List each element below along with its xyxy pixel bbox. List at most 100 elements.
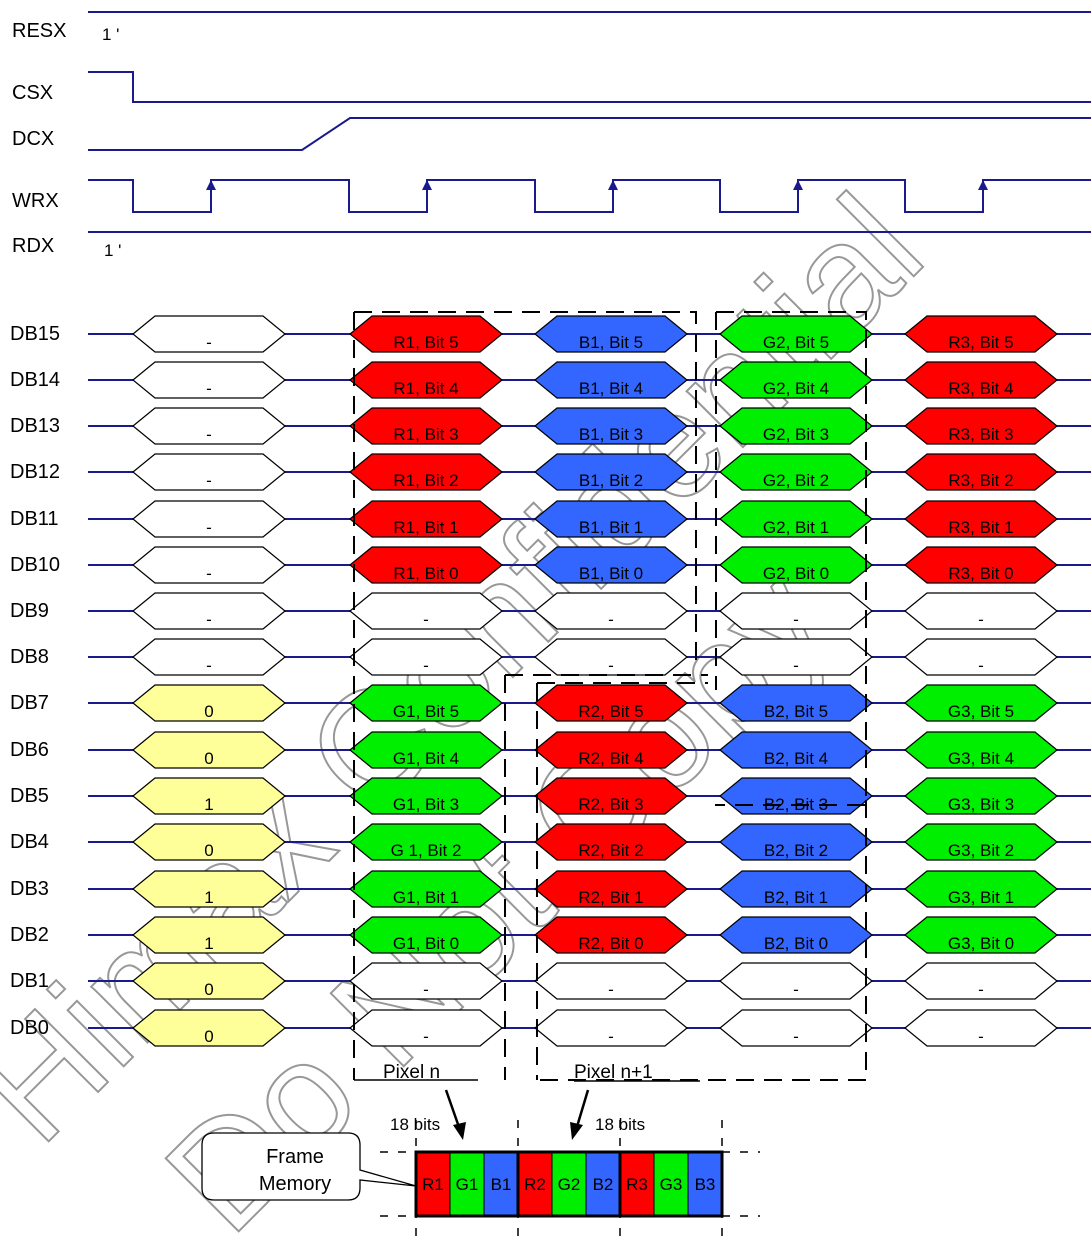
bus-cell-text-db7-1: 0	[204, 702, 213, 721]
bus-cell-db13-2	[349, 407, 503, 445]
control-signals: RESX CSX DCX WRX RDX 1 ' 1 '	[12, 11, 1091, 260]
bus-cell-db1-4	[719, 962, 873, 1000]
bus-label-db13: DB13	[10, 415, 60, 437]
bus-label-db1: DB1	[10, 970, 49, 992]
bus-cell-db13-1	[132, 407, 286, 445]
bus-cell-text-db7-3: R2, Bit 5	[578, 702, 643, 721]
bus-cell-text-db8-5: -	[978, 656, 984, 675]
wrx-rising-edge-arrow-3	[608, 180, 618, 190]
bus-label-db14: DB14	[10, 369, 60, 391]
frame-memory-text-b3: B3	[695, 1175, 716, 1194]
bus-cell-db6-5	[904, 731, 1058, 769]
bus-cell-db11-4	[719, 500, 873, 538]
bus-cell-db1-2	[349, 962, 503, 1000]
bus-cell-text-db12-1: -	[206, 471, 212, 490]
arrow-pixel-n-head	[453, 1122, 466, 1140]
bus-cell-text-db2-2: G1, Bit 0	[393, 934, 459, 953]
bus-cell-text-db13-3: B1, Bit 3	[579, 425, 643, 444]
bus-cell-db1-1	[132, 962, 286, 1000]
bus-cell-text-db14-2: R1, Bit 4	[393, 379, 458, 398]
wrx-rising-edge-arrow-4	[793, 180, 803, 190]
bus-cell-db0-1	[132, 1009, 286, 1047]
bus-label-db4: DB4	[10, 831, 49, 853]
bus-cell-text-db1-1: 0	[204, 980, 213, 999]
bus-cell-db4-4	[719, 823, 873, 861]
bus-cell-db3-1	[132, 870, 286, 908]
arrow-pixel-n1-head	[570, 1122, 583, 1140]
bus-cell-db10-3	[534, 546, 688, 584]
bus-cell-db3-5	[904, 870, 1058, 908]
bus-cell-text-db0-4: -	[793, 1027, 799, 1046]
frame-memory-cell-g2	[551, 1151, 587, 1217]
bus-cell-text-db8-3: -	[608, 656, 614, 675]
bus-cell-db11-3	[534, 500, 688, 538]
bus-label-db7: DB7	[10, 692, 49, 714]
bus-cell-text-db3-1: 1	[204, 888, 213, 907]
bus-cell-text-db4-3: R2, Bit 2	[578, 841, 643, 860]
frame-memory-text-r1: R1	[422, 1175, 444, 1194]
wrx-waveform	[88, 179, 1091, 213]
bus-cell-text-db1-3: -	[608, 980, 614, 999]
bus-cell-db11-1	[132, 500, 286, 538]
bus-cell-text-db10-2: R1, Bit 0	[393, 564, 458, 583]
signal-label-rdx: RDX	[12, 235, 54, 257]
bus-cell-db9-3	[534, 592, 688, 630]
bus-cell-db12-2	[349, 453, 503, 491]
bus-cell-text-db4-1: 0	[204, 841, 213, 860]
bus-cell-db7-2	[349, 684, 503, 722]
bus-cell-db12-1	[132, 453, 286, 491]
bus-cell-db7-3	[534, 684, 688, 722]
bus-cell-text-db15-1: -	[206, 333, 212, 352]
signal-label-csx: CSX	[12, 82, 53, 104]
bus-cell-db13-5	[904, 407, 1058, 445]
bus-cell-text-db0-2: -	[423, 1027, 429, 1046]
bus-cell-text-db6-2: G1, Bit 4	[393, 749, 459, 768]
bus-cell-db5-3	[534, 777, 688, 815]
bus-label-db9: DB9	[10, 600, 49, 622]
bus-cell-db3-4	[719, 870, 873, 908]
bus-cell-db0-3	[534, 1009, 688, 1047]
pixel-n-label: Pixel n	[383, 1062, 440, 1083]
pixel-grouping-boxes	[353, 311, 867, 1081]
bus-cell-text-db14-3: B1, Bit 4	[579, 379, 643, 398]
bus-cell-db8-5	[904, 638, 1058, 676]
bus-cell-db10-1	[132, 546, 286, 584]
bus-cell-db2-3	[534, 916, 688, 954]
bus-cell-text-db15-5: R3, Bit 5	[948, 333, 1013, 352]
bus-cell-db6-1	[132, 731, 286, 769]
bus-cell-db3-2	[349, 870, 503, 908]
bus-cell-db5-5	[904, 777, 1058, 815]
bus-cell-text-db7-5: G3, Bit 5	[948, 702, 1014, 721]
bus-cell-db1-3	[534, 962, 688, 1000]
bus-label-db12: DB12	[10, 461, 60, 483]
bus-cell-db7-4	[719, 684, 873, 722]
bus-cell-text-db4-2: G 1, Bit 2	[391, 841, 462, 860]
bus-cell-db8-4	[719, 638, 873, 676]
bus-cell-db9-4	[719, 592, 873, 630]
bus-cell-text-db5-1: 1	[204, 795, 213, 814]
callout-line-1: Frame	[266, 1146, 324, 1168]
bus-label-db15: DB15	[10, 323, 60, 345]
frame-memory-cell-g3	[653, 1151, 689, 1217]
bus-cell-text-db2-3: R2, Bit 0	[578, 934, 643, 953]
bus-cell-db5-2	[349, 777, 503, 815]
bus-cell-db6-4	[719, 731, 873, 769]
arrow-pixel-n-shaft	[444, 1089, 462, 1131]
bus-cell-text-db5-5: G3, Bit 3	[948, 795, 1014, 814]
bus-cell-text-db10-5: R3, Bit 0	[948, 564, 1013, 583]
frame-memory-text-b2: B2	[593, 1175, 614, 1194]
bus-cell-text-db8-1: -	[206, 656, 212, 675]
bus-cell-text-db15-3: B1, Bit 5	[579, 333, 643, 352]
bus-label-db10: DB10	[10, 554, 60, 576]
bus-cell-text-db4-4: B2, Bit 2	[764, 841, 828, 860]
bus-cell-text-db3-2: G1, Bit 1	[393, 888, 459, 907]
bus-cell-db4-1	[132, 823, 286, 861]
bus-cell-text-db15-2: R1, Bit 5	[393, 333, 458, 352]
bus-cell-db6-2	[349, 731, 503, 769]
bus-cell-db11-5	[904, 500, 1058, 538]
bus-cell-text-db4-5: G3, Bit 2	[948, 841, 1014, 860]
bus-cell-text-db6-4: B2, Bit 4	[764, 749, 828, 768]
bus-cell-text-db14-1: -	[206, 379, 212, 398]
bus-cell-db10-2	[349, 546, 503, 584]
